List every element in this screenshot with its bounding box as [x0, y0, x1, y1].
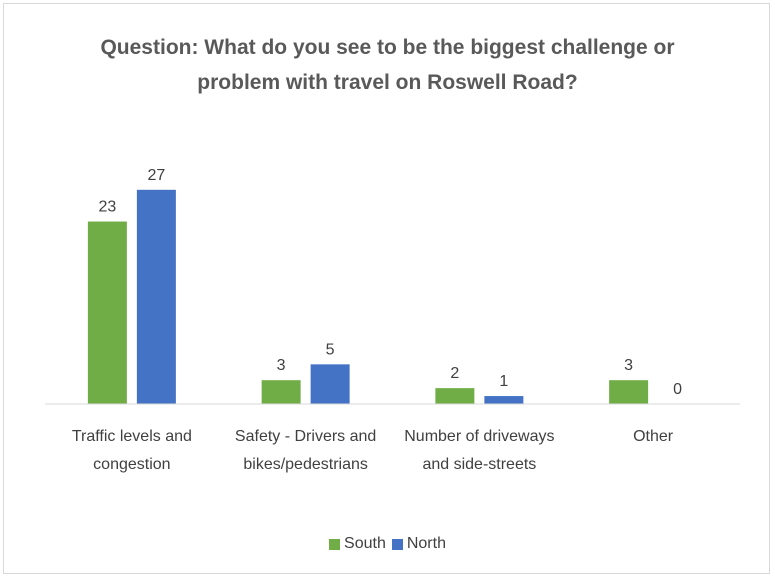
legend-label: North — [406, 535, 446, 552]
bar — [136, 189, 176, 404]
legend-label: South — [344, 535, 386, 552]
bar — [310, 364, 350, 404]
legend-swatch — [391, 538, 403, 550]
chart-frame — [3, 3, 770, 574]
legend-item: North — [391, 535, 446, 553]
legend-item: South — [329, 535, 386, 553]
bar — [435, 388, 475, 404]
data-label: 5 — [326, 341, 335, 358]
bar — [87, 221, 127, 404]
x-tick-label: Traffic levels and congestion — [71, 428, 192, 473]
x-tick-label: Number of driveways and side-streets — [404, 428, 555, 473]
data-label: 2 — [450, 365, 459, 382]
data-label: 23 — [98, 199, 116, 216]
x-tick-label: Other — [633, 428, 674, 445]
legend-swatch — [329, 538, 341, 550]
bar — [261, 380, 301, 404]
data-label: 1 — [499, 373, 508, 390]
bar — [484, 396, 524, 404]
data-label: 27 — [147, 167, 165, 184]
data-label: 3 — [624, 357, 633, 374]
bar — [609, 380, 649, 404]
data-label: 3 — [277, 357, 286, 374]
data-label: 0 — [673, 381, 682, 398]
legend: South North — [0, 535, 775, 555]
x-tick-label: Safety - Drivers and bikes/pedestrians — [234, 428, 377, 473]
chart-title: Question: What do you see to be the bigg… — [100, 36, 675, 94]
